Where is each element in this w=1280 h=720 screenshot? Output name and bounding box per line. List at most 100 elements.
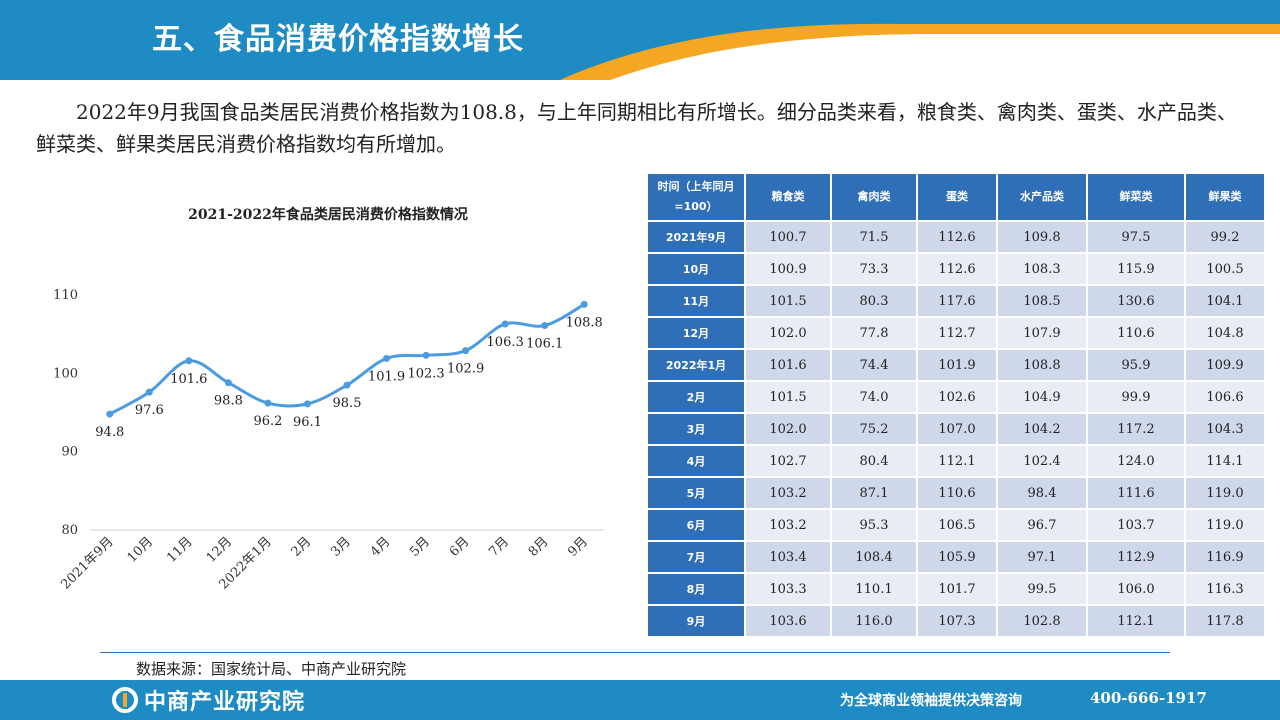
table-cell: 100.9 (746, 254, 830, 284)
y-tick-label: 110 (53, 288, 78, 303)
data-point (422, 351, 430, 359)
header-decoration (560, 23, 1280, 80)
table-cell: 99.2 (1186, 222, 1264, 252)
table-row-label: 2月 (648, 382, 744, 412)
table-cell: 100.7 (746, 222, 830, 252)
table-cell: 119.0 (1186, 510, 1264, 540)
table-row: 7月 103.4 108.4 105.9 97.1 112.9 116.9 (648, 542, 1264, 572)
data-point (145, 388, 153, 396)
cpi-table: 时间（上年同月=100） 粮食类 禽肉类 蛋类 水产品类 鲜菜类 鲜果类 2021年9月 10… (646, 172, 1266, 638)
data-point (580, 300, 588, 308)
data-label: 102.3 (407, 366, 444, 381)
table-row: 4月 102.7 80.4 112.1 102.4 124.0 114.1 (648, 446, 1264, 476)
table-cell: 101.7 (918, 574, 996, 604)
table-row: 11月 101.5 80.3 117.6 108.5 130.6 104.1 (648, 286, 1264, 316)
table-row-label: 7月 (648, 542, 744, 572)
x-tick-label: 2月 (289, 534, 315, 560)
data-label: 98.5 (333, 396, 362, 411)
table-cell: 112.1 (1088, 606, 1184, 636)
table-cell: 103.2 (746, 510, 830, 540)
table-cell: 74.4 (832, 350, 916, 380)
chart-title: 2021-2022年食品类居民消费价格指数情况 (188, 207, 468, 223)
table-header-cell: 粮食类 (746, 174, 830, 220)
table-cell: 115.9 (1088, 254, 1184, 284)
table-cell: 95.9 (1088, 350, 1184, 380)
data-source: 数据来源：国家统计局、中商产业研究院 (136, 660, 407, 678)
data-point (106, 410, 114, 418)
logo-text: 中商产业研究院 (144, 690, 306, 715)
table-row-label: 2021年9月 (648, 222, 744, 252)
table-cell: 100.5 (1186, 254, 1264, 284)
table-cell: 108.3 (998, 254, 1086, 284)
table-row-label: 9月 (648, 606, 744, 636)
data-point (343, 381, 351, 389)
table-cell: 74.0 (832, 382, 916, 412)
x-tick-label: 2021年9月 (58, 534, 116, 592)
x-tick-label: 10月 (125, 534, 156, 565)
x-tick-label: 7月 (486, 534, 512, 560)
table-cell: 102.8 (998, 606, 1086, 636)
table-header-cell: 鲜菜类 (1088, 174, 1184, 220)
table-cell: 110.1 (832, 574, 916, 604)
table-cell: 99.9 (1088, 382, 1184, 412)
table-cell: 95.3 (832, 510, 916, 540)
table-cell: 101.5 (746, 382, 830, 412)
table-cell: 108.4 (832, 542, 916, 572)
table-row: 6月 103.2 95.3 106.5 96.7 103.7 119.0 (648, 510, 1264, 540)
table-cell: 104.8 (1186, 318, 1264, 348)
x-tick-label: 12月 (204, 534, 235, 565)
table-row-label: 5月 (648, 478, 744, 508)
table-cell: 108.5 (998, 286, 1086, 316)
table-row: 2022年1月 101.6 74.4 101.9 108.8 95.9 109.9 (648, 350, 1264, 380)
data-point (462, 347, 470, 355)
table-cell: 106.5 (918, 510, 996, 540)
table-cell: 75.2 (832, 414, 916, 444)
logo-icon (112, 687, 138, 713)
table-cell: 103.3 (746, 574, 830, 604)
table-cell: 101.6 (746, 350, 830, 380)
table-cell: 116.9 (1186, 542, 1264, 572)
table-cell: 97.1 (998, 542, 1086, 572)
table-row-label: 10月 (648, 254, 744, 284)
data-label: 106.3 (487, 335, 524, 350)
page-header: 五、食品消费价格指数增长 (0, 0, 1280, 80)
table-cell: 112.7 (918, 318, 996, 348)
table-cell: 110.6 (918, 478, 996, 508)
table-cell: 102.4 (998, 446, 1086, 476)
table-body: 2021年9月 100.7 71.5 112.6 109.8 97.5 99.2 10月 100… (648, 222, 1264, 636)
table-row: 5月 103.2 87.1 110.6 98.4 111.6 119.0 (648, 478, 1264, 508)
table-row: 9月 103.6 116.0 107.3 102.8 112.1 117.8 (648, 606, 1264, 636)
table-cell: 106.6 (1186, 382, 1264, 412)
data-label: 96.1 (293, 415, 322, 430)
y-tick-label: 90 (61, 445, 78, 460)
table-cell: 80.3 (832, 286, 916, 316)
x-tick-label: 6月 (447, 534, 473, 560)
table-cell: 101.9 (918, 350, 996, 380)
table-cell: 116.3 (1186, 574, 1264, 604)
x-tick-label: 11月 (164, 534, 195, 565)
page-title: 五、食品消费价格指数增长 (152, 22, 524, 57)
footer-slogan: 为全球商业领袖提供决策咨询 (840, 693, 1022, 709)
data-point (224, 379, 232, 387)
data-label: 108.8 (566, 315, 603, 330)
table-cell: 112.6 (918, 254, 996, 284)
table-header-cell: 时间（上年同月=100） (648, 174, 744, 220)
table-cell: 117.2 (1088, 414, 1184, 444)
table-cell: 98.4 (998, 478, 1086, 508)
table-cell: 104.1 (1186, 286, 1264, 316)
table-cell: 71.5 (832, 222, 916, 252)
table-cell: 103.6 (746, 606, 830, 636)
data-label: 94.8 (95, 425, 124, 440)
table-row-label: 11月 (648, 286, 744, 316)
chart-canvas: 80 90 100 110 94.8 97.6 101.6 98.8 96.2 96.1 98.5 1… (53, 288, 604, 592)
data-label: 102.9 (447, 362, 484, 377)
table-cell: 110.6 (1088, 318, 1184, 348)
table-cell: 119.0 (1186, 478, 1264, 508)
table-cell: 111.6 (1088, 478, 1184, 508)
table-row-label: 8月 (648, 574, 744, 604)
data-label: 96.2 (253, 414, 282, 429)
table-cell: 102.0 (746, 414, 830, 444)
data-point (264, 399, 272, 407)
table-header-cell: 鲜果类 (1186, 174, 1264, 220)
table-row: 12月 102.0 77.8 112.7 107.9 110.6 104.8 (648, 318, 1264, 348)
